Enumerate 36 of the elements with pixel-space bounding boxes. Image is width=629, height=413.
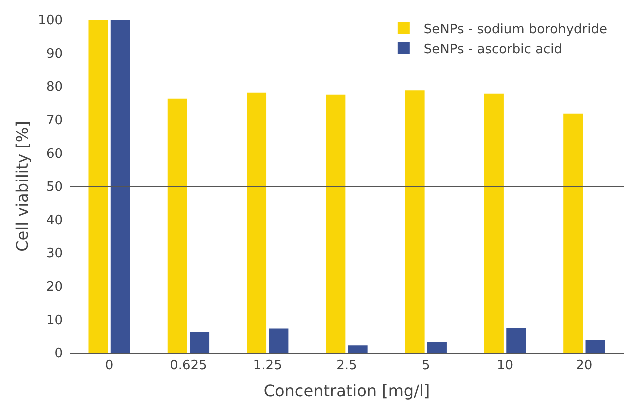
y-tick-label: 0 xyxy=(54,346,63,362)
bar xyxy=(269,328,289,353)
y-tick-label: 50 xyxy=(46,180,63,196)
x-tick-label: 20 xyxy=(576,358,593,374)
y-tick-label: 100 xyxy=(38,14,63,29)
x-axis-title: Concentration [mg/l] xyxy=(264,381,430,400)
y-tick-label: 80 xyxy=(46,80,63,96)
x-tick-label: 0.625 xyxy=(170,358,208,374)
bar xyxy=(110,20,130,353)
bar xyxy=(427,342,447,353)
bar xyxy=(506,328,526,353)
bar xyxy=(484,94,504,353)
bar xyxy=(564,114,584,353)
legend-label: SeNPs - ascorbic acid xyxy=(424,42,563,58)
bar xyxy=(405,90,425,353)
x-tick-label: 5 xyxy=(422,358,430,374)
bar xyxy=(88,20,108,353)
x-tick-label: 10 xyxy=(497,358,514,374)
legend-label: SeNPs - sodium borohydride xyxy=(424,22,608,38)
bar xyxy=(586,340,606,353)
x-tick-label: 1.25 xyxy=(253,358,282,374)
y-tick-label: 70 xyxy=(46,113,63,128)
y-tick-label: 20 xyxy=(46,280,63,295)
bar xyxy=(190,332,210,353)
bar xyxy=(168,98,188,353)
bar xyxy=(247,92,267,353)
x-tick-label: 0 xyxy=(105,358,114,374)
y-tick-label: 10 xyxy=(46,313,63,328)
y-tick-label: 40 xyxy=(46,213,63,228)
bar xyxy=(348,346,368,353)
y-tick-label: 60 xyxy=(46,146,63,162)
x-tick-label: 2.5 xyxy=(336,358,358,374)
y-tick-label: 90 xyxy=(46,46,63,62)
y-axis-title: Cell viability [%] xyxy=(13,121,32,252)
y-tick-label: 30 xyxy=(46,246,63,262)
bar xyxy=(326,94,346,353)
